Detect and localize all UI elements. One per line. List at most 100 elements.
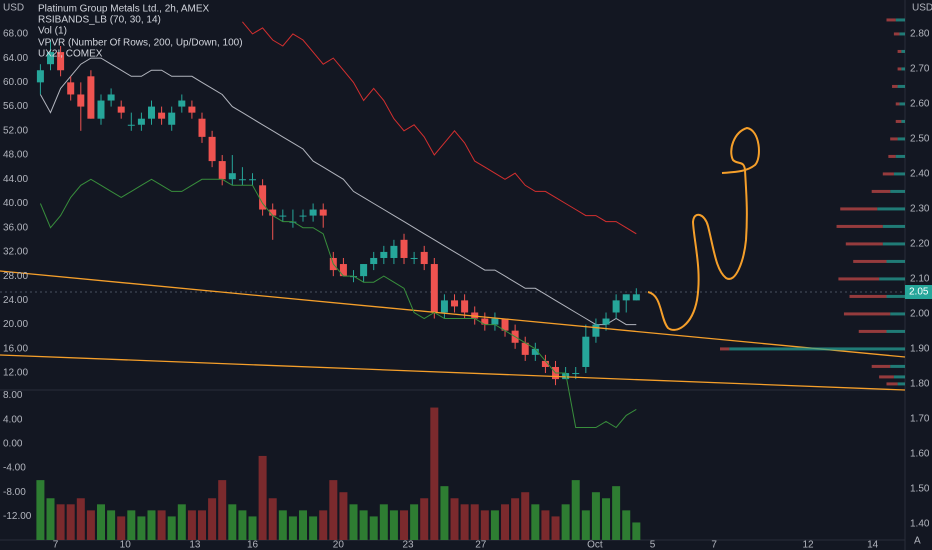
volume-bar — [501, 504, 510, 540]
volume-bar — [46, 498, 55, 540]
profile-up — [897, 382, 905, 386]
profile-down — [853, 259, 887, 263]
volume-bar — [551, 516, 560, 540]
volume-bar — [541, 510, 550, 540]
volume-bar — [66, 504, 75, 540]
profile-down — [879, 375, 894, 379]
profile-down — [838, 277, 880, 281]
candle-body — [158, 112, 166, 119]
profile-up — [901, 67, 905, 71]
candle-body — [612, 300, 620, 313]
candle-body — [117, 106, 125, 113]
y-tick-label: 12.00 — [3, 368, 28, 379]
y-tick-label: 52.00 — [3, 125, 28, 136]
candle-body — [562, 373, 570, 380]
y2-tick-label: 1.90 — [910, 344, 930, 355]
y2-tick-label: 2.70 — [910, 64, 930, 75]
volume-bar — [420, 498, 429, 540]
profile-up — [895, 18, 905, 22]
volume-bar — [339, 492, 348, 540]
candle-body — [380, 251, 388, 258]
volume-bar — [581, 510, 590, 540]
candle-body — [370, 257, 378, 265]
volume-bar — [167, 516, 176, 540]
profile-up — [890, 312, 905, 316]
volume-bar — [228, 504, 237, 540]
y-tick-label: 64.00 — [3, 53, 28, 64]
volume-bar — [107, 510, 116, 540]
profile-up — [897, 84, 905, 88]
volume-bar — [97, 504, 106, 540]
y-tick-label: -12.00 — [3, 511, 32, 522]
profile-up — [886, 294, 905, 298]
candle-body — [360, 264, 368, 277]
volume-bar — [430, 407, 439, 540]
candle-body — [531, 348, 539, 355]
candle-body — [249, 179, 257, 181]
profile-down — [886, 18, 896, 22]
profile-up — [901, 49, 905, 53]
x-tick-label: 14 — [867, 540, 879, 550]
volume-bar — [137, 516, 146, 540]
volume-bar — [369, 516, 378, 540]
indicator-line — [242, 21, 637, 235]
candle-body — [238, 179, 246, 181]
currency: USD — [912, 3, 932, 14]
y-tick-label: 56.00 — [3, 101, 28, 112]
candle-body — [339, 264, 347, 277]
x-tick-label: 7 — [711, 540, 717, 550]
candle-body — [178, 100, 186, 107]
y2-tick-label: 2.50 — [910, 134, 930, 145]
y2-tick-label: 2.80 — [910, 29, 930, 40]
volume-bar — [218, 480, 227, 540]
y2-tick-label: 1.40 — [910, 519, 930, 530]
y2-tick-label: 2.00 — [910, 309, 930, 320]
indicator-line — [39, 57, 637, 326]
volume-bar — [309, 516, 318, 540]
volume-bar — [379, 504, 388, 540]
trend-line — [0, 354, 906, 391]
y-tick-label: 20.00 — [3, 319, 28, 330]
volume-bar — [238, 510, 247, 540]
y2-tick-label: 2.30 — [910, 204, 930, 215]
y-tick-label: 68.00 — [3, 29, 28, 40]
volume-bar — [490, 510, 499, 540]
profile-down — [895, 119, 902, 123]
profile-down — [836, 224, 883, 228]
candle-body — [420, 251, 428, 265]
candle-body — [451, 300, 459, 307]
auto-scale-button[interactable]: A — [914, 536, 921, 547]
y2-tick-label: 1.50 — [910, 484, 930, 495]
profile-down — [843, 312, 891, 316]
y-tick-label: 48.00 — [3, 150, 28, 161]
x-tick-label: 10 — [120, 540, 132, 550]
profile-down — [886, 382, 898, 386]
freehand — [647, 126, 760, 331]
legend-indicator: RSIBANDS_LB (70, 30, 14) — [38, 15, 161, 26]
candle-body — [279, 215, 287, 217]
volume-bar — [329, 480, 338, 540]
candle-body — [390, 245, 398, 258]
volume-bar — [248, 516, 257, 540]
candle-body — [440, 300, 448, 313]
volume-bar — [511, 498, 520, 540]
profile-down — [858, 329, 887, 333]
y-tick-label: 8.00 — [3, 390, 23, 401]
currency: USD — [3, 3, 24, 14]
volume-bar — [531, 504, 540, 540]
profile-down — [892, 84, 898, 88]
volume-bar — [561, 504, 570, 540]
volume-bar — [450, 498, 459, 540]
volume-bar — [117, 516, 126, 540]
y2-tick-label: 2.60 — [910, 99, 930, 110]
candle-body — [77, 94, 85, 107]
y-tick-label: 44.00 — [3, 174, 28, 185]
candle-body — [228, 173, 236, 180]
profile-up — [893, 375, 905, 379]
volume-bar — [278, 510, 287, 540]
legend-title: Platinum Group Metals Ltd., 2h, AMEX — [38, 4, 210, 15]
candle-body — [259, 185, 267, 210]
volume-bar — [177, 504, 186, 540]
x-tick-label: Oct — [587, 540, 603, 550]
